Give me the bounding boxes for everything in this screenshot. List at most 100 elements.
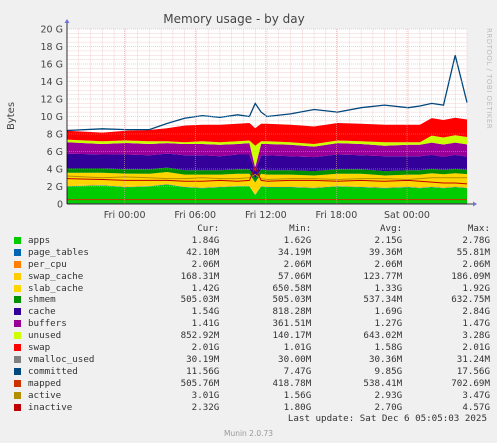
legend-row-vmalloc-used: vmalloc_used 30.19M 30.00M 30.36M 31.24M [10, 354, 490, 366]
stacked-areas [67, 117, 467, 204]
legend-label: per_cpu [10, 259, 161, 271]
legend-value: 650.58M [272, 282, 312, 294]
y-axis-arrow [64, 19, 70, 23]
legend-value: 2.06M [374, 258, 403, 270]
legend-value: 2.06M [462, 258, 490, 270]
legend-value: 39.36M [368, 246, 403, 258]
legend-name: page_tables [28, 246, 89, 258]
legend-row-unused: unused 852.92M 140.17M 643.02M 3.28G [10, 330, 490, 342]
legend-row-slab-cache: slab_cache 1.42G 650.58M 1.33G 1.92G [10, 283, 490, 295]
area-unused [67, 135, 467, 168]
legend-swatch [14, 260, 21, 268]
legend-row-swap-cache: swap_cache 168.31M 57.06M 123.77M 186.09M [10, 271, 490, 283]
area-shmem [67, 167, 467, 183]
line-series [66, 55, 468, 205]
legend-value: 11.56G [186, 365, 220, 377]
legend-row-buffers: buffers 1.41G 361.51M 1.27G 1.47G [10, 318, 490, 330]
area-slab-cache [67, 172, 467, 194]
legend-row-apps: apps 1.84G 1.62G 2.15G 2.78G [10, 235, 490, 247]
legend-value: 3.01G [191, 389, 220, 401]
legend-value: 505.76M [180, 377, 220, 389]
legend-swatch [14, 236, 21, 244]
legend-name: inactive [28, 401, 73, 413]
legend-value: 57.06M [278, 270, 312, 282]
legend-swatch [14, 367, 21, 375]
legend-value: 31.24M [456, 353, 490, 365]
legend-value: 168.31M [180, 270, 220, 282]
y-tick-label: 8 G [47, 130, 63, 141]
legend-value: 1.62G [283, 234, 312, 246]
legend-row-mapped: mapped 505.76M 418.78M 538.41M 702.69M [10, 378, 490, 390]
legend-value: 17.56G [456, 365, 490, 377]
legend-value: 632.75M [451, 294, 490, 306]
memory-chart: Memory usage - by day Bytes RRDTOOL / TO… [6, 12, 493, 221]
legend-label: inactive [10, 402, 161, 414]
legend-label: active [10, 390, 161, 402]
rrdtool-credit: RRDTOOL / TOBI OETIKER [485, 28, 493, 129]
legend-value: 186.09M [451, 270, 490, 282]
legend-value: 2.15G [374, 234, 403, 246]
y-tick-label: 6 G [47, 147, 63, 158]
y-axis-label: Bytes [6, 102, 17, 130]
legend-swatch [14, 344, 21, 352]
legend-row-shmem: shmem 505.03M 505.03M 537.34M 632.75M [10, 294, 490, 306]
legend-value: 538.41M [363, 377, 403, 389]
legend-value: 2.70G [374, 401, 403, 413]
legend-label: swap [10, 342, 161, 354]
legend-name: cache [28, 306, 56, 318]
legend-value: 55.81M [456, 246, 490, 258]
legend-value: 361.51M [272, 318, 312, 330]
legend-value: 1.54G [191, 306, 220, 318]
legend-swatch [14, 248, 21, 256]
legend-name: buffers [28, 318, 67, 330]
legend-swatch [14, 379, 21, 387]
legend-value: 1.58G [374, 342, 403, 354]
x-axis-arrow [473, 201, 477, 207]
x-tick-label: Fri 06:00 [174, 210, 216, 221]
legend-header-max: Max: [467, 223, 490, 234]
x-tick-label: Sat 00:00 [384, 210, 430, 221]
y-tick-label: 12 G [41, 95, 63, 106]
x-tick-label: Fri 18:00 [316, 210, 358, 221]
legend-swatch [14, 308, 21, 316]
legend-swatch [14, 332, 21, 340]
line-committed [66, 55, 468, 132]
legend-name: shmem [28, 294, 56, 306]
legend-swatch [14, 284, 21, 292]
legend-label: apps [10, 235, 161, 247]
legend-value: 418.78M [272, 377, 312, 389]
y-tick-label: 18 G [41, 42, 63, 53]
legend-row-per-cpu: per_cpu 2.06M 2.06M 2.06M 2.06M [10, 259, 490, 271]
legend-value: 4.57G [462, 401, 490, 413]
legend-swatch [14, 355, 21, 363]
legend-swatch [14, 296, 21, 304]
legend-label: shmem [10, 294, 161, 306]
chart-title: Memory usage - by day [163, 12, 304, 26]
legend-row-swap: swap 2.01G 1.01G 1.58G 2.01G [10, 342, 490, 354]
y-tick-label: 16 G [41, 60, 63, 71]
legend-swatch [14, 272, 21, 280]
legend-swatch [14, 391, 21, 399]
legend-value: 9.85G [374, 365, 403, 377]
x-tick-label: Fri 12:00 [245, 210, 287, 221]
y-tick-label: 20 G [41, 25, 63, 36]
y-tick-label: 0 [57, 200, 63, 211]
legend-value: 2.84G [462, 306, 490, 318]
legend-value: 505.03M [180, 294, 220, 306]
area-cache [67, 153, 467, 179]
y-tick-label: 2 G [47, 182, 63, 193]
legend-label: vmalloc_used [10, 354, 161, 366]
legend-value: 537.34M [363, 294, 403, 306]
legend-name: swap [28, 342, 51, 354]
legend-value: 1.27G [374, 318, 403, 330]
legend-value: 1.80G [283, 401, 312, 413]
legend-name: active [28, 389, 62, 401]
legend-row-page-tables: page_tables 42.10M 34.19M 39.36M 55.81M [10, 247, 490, 259]
x-tick-label: Fri 00:00 [104, 210, 146, 221]
legend-value: 1.33G [374, 282, 403, 294]
munin-footer: Munin 2.0.73 [223, 429, 274, 438]
area-buffers [67, 142, 467, 172]
legend-name: committed [28, 365, 78, 377]
area-swap [67, 117, 467, 146]
line-inactive [66, 166, 468, 185]
